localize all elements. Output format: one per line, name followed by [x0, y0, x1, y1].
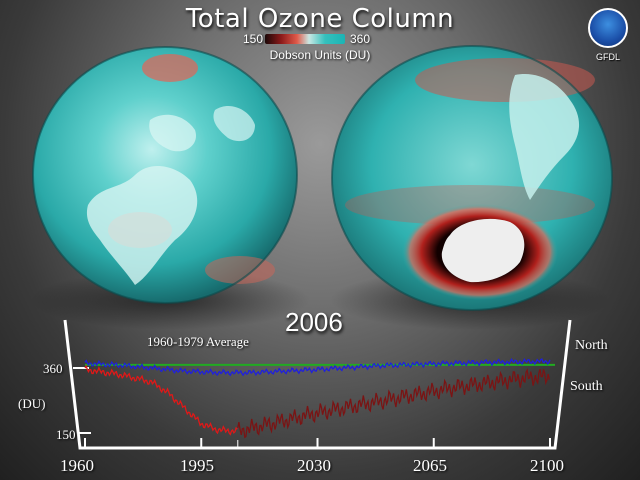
- x-tick-label-2100: 2100: [530, 456, 564, 475]
- antarctica-shape: [441, 218, 525, 283]
- y-tick-label-150: 150: [56, 427, 76, 442]
- y-tick-label-360: 360: [43, 361, 63, 376]
- x-tick-label-1995: 1995: [180, 456, 214, 475]
- x-tick-label-1960: 1960: [60, 456, 94, 475]
- series-line-north: [84, 358, 551, 377]
- x-tick-label-2065: 2065: [413, 456, 447, 475]
- series-label-south: South: [570, 379, 603, 394]
- northern-hemisphere-globe: [32, 46, 298, 304]
- series-line-south-past: [84, 364, 238, 436]
- series-label-north: North: [575, 338, 608, 353]
- southern-hemisphere-globe: [331, 45, 613, 311]
- north-america-shape: [86, 165, 198, 285]
- colorbar-min-label: 150: [243, 32, 264, 46]
- average-line-label: 1960-1979 Average: [147, 334, 249, 349]
- colorbar-unit-label: Dobson Units (DU): [269, 48, 371, 62]
- south-america-shape: [509, 74, 580, 200]
- page-title: Total Ozone Column: [185, 4, 455, 34]
- gfdl-label: GFDL: [595, 52, 620, 62]
- chart-axis-frame: [63, 319, 572, 450]
- y-axis-unit-label: (DU): [18, 396, 46, 411]
- noaa-logo-icon: [588, 8, 628, 48]
- colorbar-max-label: 360: [350, 32, 371, 46]
- colorbar: [265, 34, 345, 44]
- current-year-label: 2006: [285, 307, 343, 337]
- series-line-south-future: [237, 368, 550, 439]
- x-tick-label-2030: 2030: [297, 456, 331, 475]
